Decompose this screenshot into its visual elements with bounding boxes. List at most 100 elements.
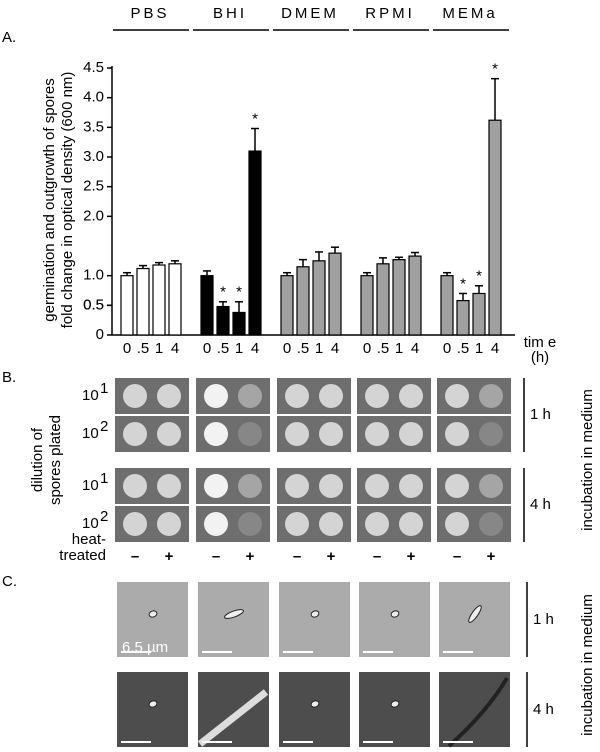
colony-spot — [238, 474, 262, 498]
colony-spot — [157, 384, 181, 408]
colony-spot — [445, 474, 469, 498]
bar — [136, 267, 150, 336]
colony-spot — [479, 422, 503, 446]
x-tick-label: 4 — [171, 340, 179, 357]
y-axis-label: fold change in optical density (600 nm) — [59, 72, 76, 329]
treatment-sign: + — [327, 548, 336, 565]
x-tick-label: .5 — [297, 340, 310, 357]
colony-spot — [399, 422, 423, 446]
bar — [312, 260, 326, 336]
treatment-sign: + — [165, 548, 174, 565]
significance-star: * — [236, 284, 242, 301]
micrograph — [198, 582, 269, 657]
colony-spot — [445, 384, 469, 408]
x-tick-label: .5 — [137, 340, 150, 357]
spore — [224, 609, 244, 619]
x-tick-label: 4 — [251, 340, 259, 357]
filament — [197, 689, 269, 747]
x-tick-label: .5 — [457, 340, 470, 357]
treatment-sign: + — [487, 548, 496, 565]
bar — [168, 263, 182, 336]
panel-label: C. — [2, 573, 17, 590]
dilution-exponent: 1 — [100, 380, 108, 397]
bar — [120, 275, 134, 336]
colony-spot — [365, 512, 389, 536]
dilution-base: 10 — [82, 387, 99, 404]
colony-spot — [445, 422, 469, 446]
y-tick-label: 2.0 — [83, 207, 104, 224]
treatment-sign: – — [373, 548, 381, 565]
treatment-sign: – — [293, 548, 301, 565]
bar — [328, 252, 342, 336]
micrograph — [279, 672, 350, 747]
bar — [392, 259, 406, 336]
colony-spot — [479, 512, 503, 536]
legend-label: MEMa — [442, 5, 497, 22]
x-tick-label: 1 — [155, 340, 163, 357]
bar — [440, 275, 454, 336]
bar — [472, 292, 486, 336]
colony-spot — [319, 474, 343, 498]
colony-spot — [479, 474, 503, 498]
bar — [408, 255, 422, 336]
y-tick-label: 0.5 — [83, 296, 104, 313]
colony-spot — [285, 384, 309, 408]
time-label: 4 h — [533, 701, 554, 718]
colony-spot — [365, 474, 389, 498]
bar — [248, 150, 262, 336]
dilution-base: 10 — [82, 477, 99, 494]
dilution-base: 10 — [82, 425, 99, 442]
x-axis-label: (h) — [531, 349, 549, 366]
panel-label: B. — [2, 369, 16, 386]
colony-spot — [204, 384, 228, 408]
bar — [376, 263, 390, 336]
bar — [200, 275, 214, 336]
colony-spot — [238, 512, 262, 536]
bar — [360, 275, 374, 336]
colony-spot — [319, 384, 343, 408]
colony-spot — [123, 512, 147, 536]
colony-spot — [238, 422, 262, 446]
scale-bar-label: 6.5 µm — [122, 639, 168, 656]
colony-spot — [285, 474, 309, 498]
colony-spot — [479, 384, 503, 408]
spore — [390, 700, 400, 708]
colony-spot — [365, 422, 389, 446]
time-label: 1 h — [533, 611, 554, 628]
colony-spot — [204, 474, 228, 498]
colony-spot — [365, 384, 389, 408]
colony-spot — [399, 384, 423, 408]
y-axis-label: germination and outgrowth of spores — [41, 78, 58, 321]
colony-spot — [204, 512, 228, 536]
filament — [447, 676, 509, 748]
treatment-sign: – — [131, 548, 139, 565]
bar — [232, 311, 246, 336]
spore — [310, 700, 320, 708]
bar — [456, 299, 470, 336]
micrograph — [117, 582, 188, 657]
x-tick-label: 1 — [315, 340, 323, 357]
spore — [390, 610, 400, 618]
side-label: incubation in medium — [579, 594, 596, 736]
significance-star: * — [476, 268, 482, 285]
x-tick-label: 0 — [443, 340, 451, 357]
bar — [488, 119, 502, 336]
x-tick-label: 4 — [331, 340, 339, 357]
micrograph — [117, 672, 188, 747]
colony-spot — [319, 422, 343, 446]
y-tick-label: 1.0 — [83, 267, 104, 284]
significance-star: * — [252, 110, 258, 127]
legend-label: PBS — [130, 5, 169, 22]
treatment-sign: – — [453, 548, 461, 565]
bar — [216, 305, 230, 336]
spore — [148, 610, 158, 618]
significance-star: * — [220, 284, 226, 301]
treatment-sign: + — [407, 548, 416, 565]
x-tick-label: 0 — [363, 340, 371, 357]
heat-label: treated — [59, 547, 106, 564]
colony-spot — [238, 384, 262, 408]
treatment-sign: + — [246, 548, 255, 565]
y-tick-label: 4.0 — [83, 89, 104, 106]
colony-spot — [399, 512, 423, 536]
